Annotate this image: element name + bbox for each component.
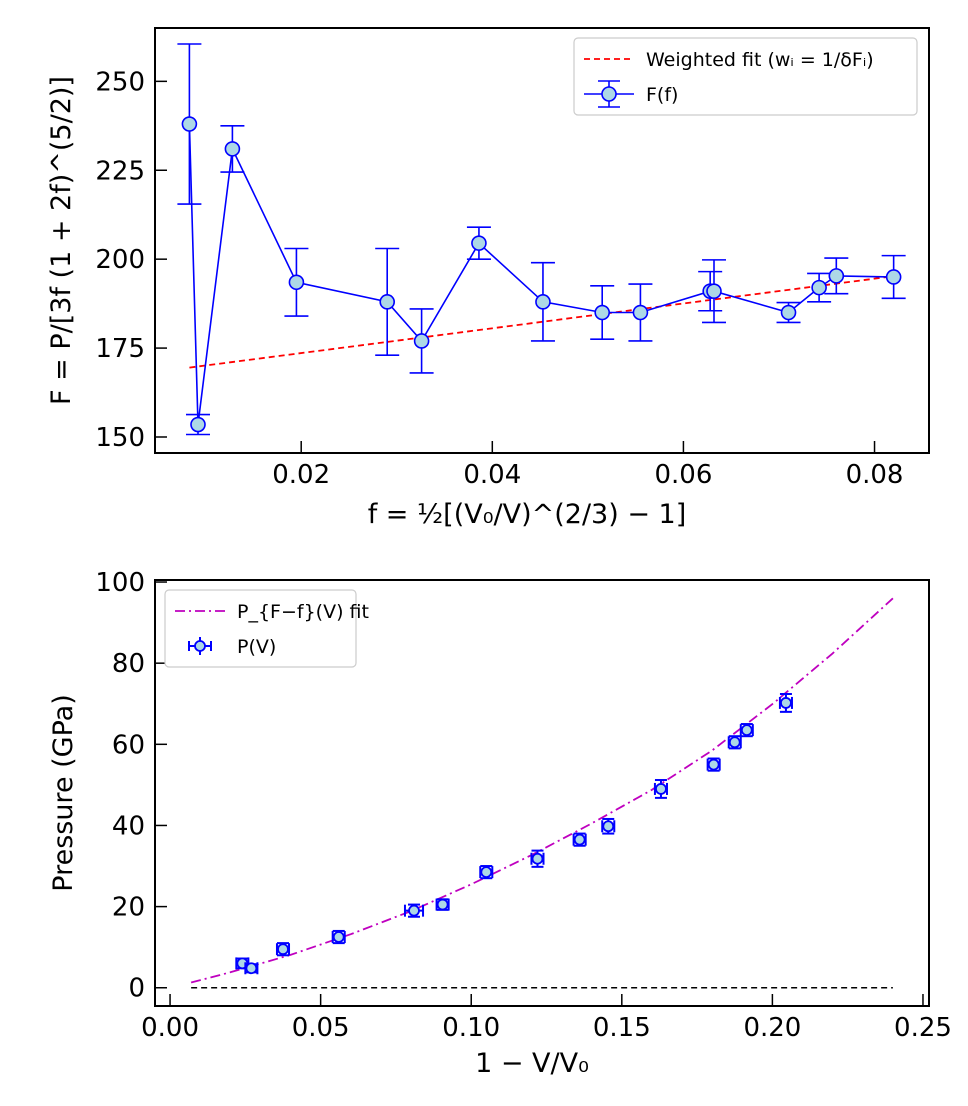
y-tick-label: 60 [112,730,145,760]
data-point [706,283,722,299]
series-line [188,123,894,425]
data-point [471,235,487,251]
fit-line-1 [189,275,894,369]
data-point [655,783,667,795]
x-axis-label: 1 − V/V₀ [475,1048,589,1079]
data-point [780,697,792,709]
legend-fit-label: P_{F−f}(V) fit [237,601,369,623]
data-point [181,116,198,132]
data-point [573,833,586,846]
legend-fit-label: Weighted fit (wᵢ = 1/δFᵢ) [646,49,874,71]
data-point [408,904,420,917]
legend-marker [601,86,617,102]
plot-frame [154,27,930,454]
x-tick-label: 0.20 [743,1013,801,1043]
y-tick-label: 0 [128,974,145,1004]
data-point [602,820,615,833]
legend-box [164,589,357,668]
data-point [332,931,345,943]
data-point [288,274,305,291]
data-point [740,724,753,737]
data-point [707,758,720,771]
x-tick-label: 0.15 [593,1013,651,1043]
chart-top-f-vs-F: 0.02 0.04 0.06 0.08 150 175 200 225 250 f = ½[(V₀… [46,27,930,530]
x-tick-label: 0.25 [894,1013,952,1043]
data-point [885,269,902,285]
data-point [379,294,396,310]
x-tick-label: 0.05 [292,1013,350,1043]
y-tick-label: 175 [95,334,145,364]
data-point [190,416,206,433]
legend-box [573,37,918,116]
data-point [780,304,797,321]
x-axis-label: f = ½[(V₀/V)^(2/3) − 1] [368,499,687,530]
x-tick-label: 0.06 [654,460,712,490]
x-tick-label: 0.00 [141,1013,199,1043]
y-tick-label: 40 [112,811,145,841]
y-tick-label: 150 [95,423,145,453]
data-point [413,333,430,349]
x-tick-label: 0.08 [846,460,904,490]
plot-frame [154,579,930,1007]
x-tick-label: 0.02 [272,460,330,490]
y-tick-label: 250 [95,67,145,97]
y-axis-label: F = P/[3f (1 + 2f)^(5/2)] [46,76,77,405]
data-point [245,962,258,975]
data-point [811,279,827,296]
y-tick-label: 225 [95,156,145,186]
data-point [224,141,241,157]
data-point [728,736,741,749]
y-tick-label: 80 [112,649,145,679]
legend-series-label: F(f) [646,84,678,106]
data-point [535,294,551,310]
data-point [828,268,845,284]
data-point [436,898,449,911]
data-point [531,852,544,865]
x-tick-label: 0.10 [442,1013,500,1043]
legend-marker [194,640,206,652]
chart-bottom-pressure-vs-volume: 0.00 0.05 0.10 0.15 0.20 0.25 0 20 40 60 80 100 1 − … [48,568,952,1079]
legend-series-label: P(V) [237,636,276,658]
data-point [277,943,289,956]
data-point [632,304,649,321]
y-tick-label: 100 [95,568,145,598]
data-point [480,866,493,879]
x-tick-label: 0.04 [463,460,521,490]
y-tick-label: 200 [95,245,145,275]
y-axis-label: Pressure (GPa) [48,694,79,891]
y-tick-label: 20 [112,893,145,923]
data-point [594,304,611,321]
